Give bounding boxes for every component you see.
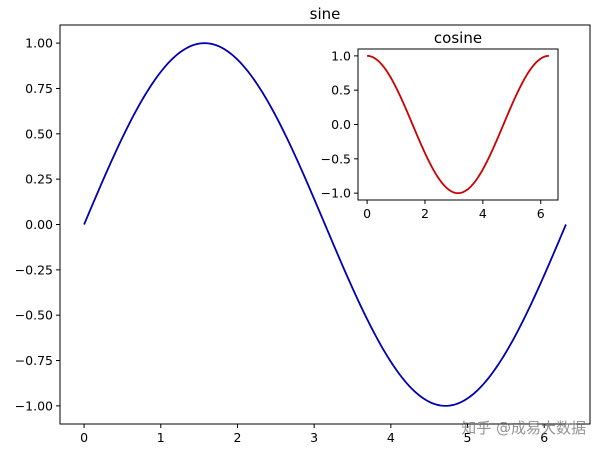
main-ytick-label: 0.75 bbox=[25, 81, 53, 96]
main-ytick-label: −1.00 bbox=[15, 398, 53, 413]
main-title: sine bbox=[310, 5, 341, 23]
main-ytick-label: −0.50 bbox=[15, 308, 53, 323]
inset-ytick-label: −0.5 bbox=[321, 151, 351, 166]
inset-ytick-label: 1.0 bbox=[331, 48, 351, 63]
watermark: 知乎 @成易大数据 bbox=[461, 419, 586, 437]
main-xtick-label: 0 bbox=[80, 430, 88, 445]
main-xtick-label: 2 bbox=[233, 430, 241, 445]
main-xtick-label: 4 bbox=[387, 430, 395, 445]
inset-xtick-label: 0 bbox=[363, 206, 371, 221]
inset-xtick-label: 4 bbox=[479, 206, 487, 221]
main-series-line bbox=[83, 42, 567, 407]
main-ytick-label: 0.25 bbox=[25, 172, 53, 187]
inset-xtick-label: 6 bbox=[537, 206, 545, 221]
inset-cosine-axes: cosine 0 2 4 6 1.0 0.5 0.0 −0.5 −1.0 bbox=[321, 29, 559, 221]
inset-xtick-label: 2 bbox=[421, 206, 429, 221]
main-xtick-label: 3 bbox=[310, 430, 318, 445]
inset-ytick-label: 0.5 bbox=[331, 83, 351, 98]
main-ytick-label: −0.25 bbox=[15, 262, 53, 277]
main-xtick-label: 6 bbox=[540, 430, 548, 445]
main-ytick-label: 0.00 bbox=[25, 217, 53, 232]
inset-series-line bbox=[367, 54, 549, 195]
inset-ytick-label: 0.0 bbox=[331, 117, 351, 132]
inset-frame bbox=[357, 48, 559, 201]
main-ytick-label: 1.00 bbox=[25, 36, 53, 51]
inset-ytick-label: −1.0 bbox=[321, 186, 351, 201]
main-xtick-label: 5 bbox=[464, 430, 472, 445]
main-xtick-label: 1 bbox=[157, 430, 165, 445]
inset-title: cosine bbox=[434, 29, 482, 47]
main-ytick-label: −0.75 bbox=[15, 353, 53, 368]
main-ytick-label: 0.50 bbox=[25, 126, 53, 141]
